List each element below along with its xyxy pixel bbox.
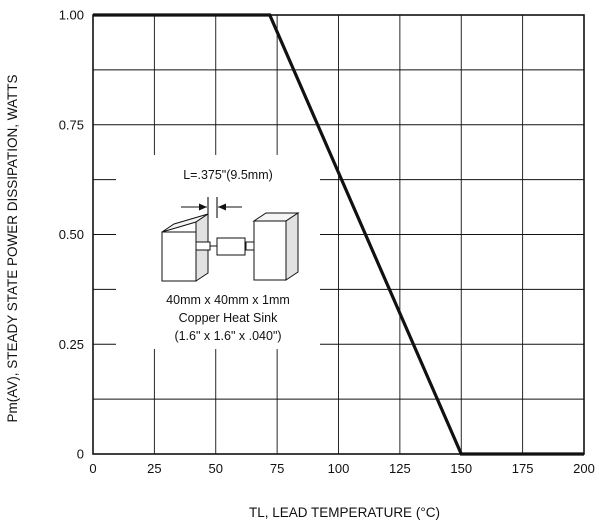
y-axis-label: Pm(AV), STEADY STATE POWER DISSIPATION, … [5,74,20,422]
heatsink-inch-size-label: (1.6" x 1.6" x .040") [174,329,281,343]
y-tick-label: 1.00 [59,8,84,23]
x-tick-label: 25 [147,461,161,476]
left-heatsink-plate-icon [161,213,209,282]
right-heatsink-plate-icon [252,212,300,281]
dimension-label: L=.375"(9.5mm) [183,168,273,182]
x-tick-label: 0 [89,461,96,476]
x-tick-label: 175 [512,461,534,476]
heatsink-size-label: 40mm x 40mm x 1mm [166,293,290,307]
series-line [93,13,584,456]
heatsink-material-label: Copper Heat Sink [179,311,278,325]
y-tick-label: 0.75 [59,117,84,132]
x-tick-labels: 0 25 50 75 100 125 150 175 200 [89,461,594,476]
x-tick-label: 50 [209,461,223,476]
x-tick-label: 150 [450,461,472,476]
x-axis-label: TL, LEAD TEMPERATURE (°C) [249,505,440,520]
heatsink-inset: L=.375"(9.5mm) 40mm x 40mm x 1mm Copp [116,155,320,349]
y-tick-label: 0 [77,447,84,462]
y-tick-labels: 0 0.25 0.50 0.75 1.00 [59,8,84,462]
y-tick-label: 0.25 [59,337,84,352]
series-group [93,13,584,456]
plot-frame [92,14,585,455]
x-tick-label: 75 [270,461,284,476]
x-tick-label: 125 [389,461,411,476]
x-tick-label: 100 [328,461,350,476]
y-tick-label: 0.50 [59,227,84,242]
x-tick-label: 200 [573,461,595,476]
